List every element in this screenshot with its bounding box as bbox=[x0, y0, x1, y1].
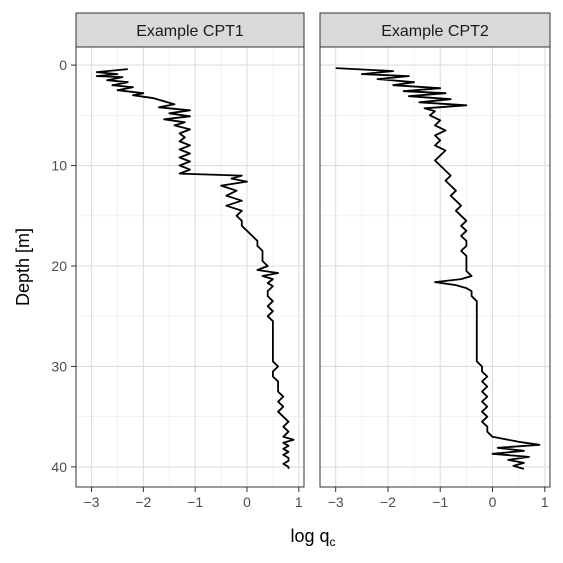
panel-background bbox=[76, 47, 304, 487]
panel-backgrounds bbox=[76, 47, 550, 487]
facet-strip-title: Example CPT2 bbox=[381, 23, 489, 40]
x-axis-title-subscript: c bbox=[330, 535, 336, 549]
facet-strip-1 bbox=[75, 12, 305, 48]
x-tick-label: −1 bbox=[187, 494, 203, 510]
grid-lines bbox=[76, 47, 550, 487]
y-tick-label: 0 bbox=[59, 57, 67, 73]
y-tick-label: 30 bbox=[51, 358, 67, 374]
x-tick-label: 1 bbox=[295, 494, 303, 510]
y-tick-label: 40 bbox=[51, 459, 67, 475]
x-axis-title-main: log q bbox=[290, 526, 329, 546]
y-axis-title: Depth [m] bbox=[13, 228, 33, 306]
data-lines bbox=[95, 67, 541, 470]
x-axis-title: log qc bbox=[290, 526, 335, 549]
x-tick-label: 0 bbox=[243, 494, 251, 510]
y-tick-label: 10 bbox=[51, 158, 67, 174]
facet-strip-2 bbox=[319, 12, 551, 48]
panel-background bbox=[320, 47, 550, 487]
x-tick-label: 0 bbox=[489, 494, 497, 510]
x-tick-label: −1 bbox=[432, 494, 448, 510]
series-line-2 bbox=[335, 67, 541, 470]
x-tick-label: −2 bbox=[380, 494, 396, 510]
x-tick-label: −2 bbox=[135, 494, 151, 510]
y-tick-label: 20 bbox=[51, 258, 67, 274]
axis-labels: log qc Depth [m] bbox=[13, 228, 336, 549]
facet-strips: Example CPT1 Example CPT2 bbox=[75, 12, 551, 48]
x-tick-label: −3 bbox=[84, 494, 100, 510]
facet-strip-title: Example CPT1 bbox=[136, 23, 244, 40]
x-tick-label: −3 bbox=[328, 494, 344, 510]
series-line-1 bbox=[95, 68, 295, 469]
x-tick-label: 1 bbox=[541, 494, 549, 510]
